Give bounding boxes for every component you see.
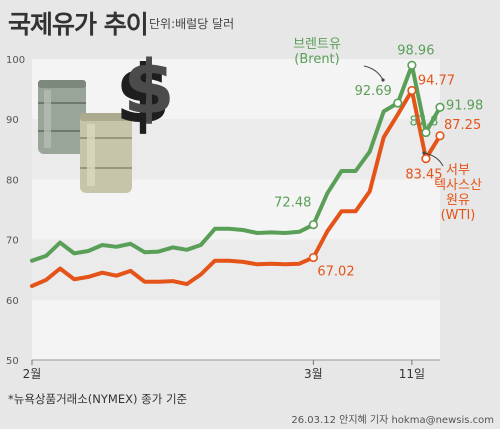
y-tick-label: 70 (6, 236, 19, 247)
dollar-sign-icon: $ $ (115, 45, 175, 141)
data-labels: 72.48 92.69 98.96 87.8 91.98 67.02 94.77 83.45 8… (274, 43, 483, 279)
brent-data-point (435, 102, 445, 112)
plot-bands (32, 59, 440, 360)
brent-value-label: 92.69 (355, 84, 392, 99)
wti-value-label: 94.77 (418, 73, 455, 88)
x-axis: 2월 3월 11일 (23, 359, 440, 381)
wti-data-point (435, 131, 445, 141)
x-tick-label: 11일 (399, 367, 425, 381)
y-tick-label: 50 (6, 356, 19, 367)
plot-band (32, 239, 440, 300)
brent-data-point (421, 127, 431, 138)
oil-barrel-icon (80, 113, 132, 193)
wti-legend-label: 서부 텍사스산 원유 (WTI) (434, 163, 482, 223)
brent-value-label: 98.96 (397, 43, 434, 58)
chart-title: 국제유가 추이 (8, 10, 149, 39)
x-tick-label: 2월 (23, 367, 42, 381)
brent-data-point (407, 60, 417, 70)
wti-legend-pointer (423, 152, 444, 167)
series-legend: 브렌트유 (Brent) 서부 텍사스산 원유 (WTI) (293, 37, 482, 223)
brent-value-label: 91.98 (446, 98, 483, 113)
y-axis: 50 60 70 80 90 100 (6, 55, 25, 367)
brent-legend-pointer (363, 65, 384, 81)
wti-data-point (308, 252, 318, 263)
brent-legend-label: 브렌트유 (Brent) (293, 37, 341, 67)
x-tick-label: 3월 (304, 367, 323, 381)
wti-data-point (407, 85, 417, 96)
data-points (308, 60, 445, 263)
wti-series-line (30, 88, 442, 288)
oil-barrel-icon (38, 80, 86, 154)
svg-text:$: $ (123, 45, 175, 131)
decoration: $ $ (38, 45, 175, 193)
chart-unit: 단위:배럴당 달러 (149, 17, 235, 31)
svg-text:$: $ (115, 48, 171, 141)
y-tick-label: 100 (6, 55, 25, 66)
y-tick-label: 80 (6, 175, 19, 186)
credit-line: 26.03.12 안지혜 기자 hokma@newsis.com (291, 415, 494, 426)
brent-value-label: 72.48 (274, 196, 311, 211)
source-note: *뉴욕상품거래소(NYMEX) 종가 기준 (8, 392, 188, 406)
plot-band (32, 299, 440, 360)
wti-data-point (421, 154, 431, 164)
wti-value-label: 87.25 (444, 118, 481, 133)
y-tick-label: 90 (6, 115, 19, 126)
brent-data-point (308, 220, 318, 230)
wti-value-label: 83.45 (405, 168, 442, 183)
brent-data-point (393, 98, 403, 108)
y-tick-label: 60 (6, 296, 19, 307)
brent-value-label: 87.8 (409, 114, 438, 129)
wti-value-label: 67.02 (317, 265, 354, 280)
wti-legend-pointer-tip (422, 151, 426, 155)
brent-legend-pointer-tip (381, 78, 385, 82)
brent-series-line (30, 63, 442, 263)
series-lines (30, 63, 442, 288)
